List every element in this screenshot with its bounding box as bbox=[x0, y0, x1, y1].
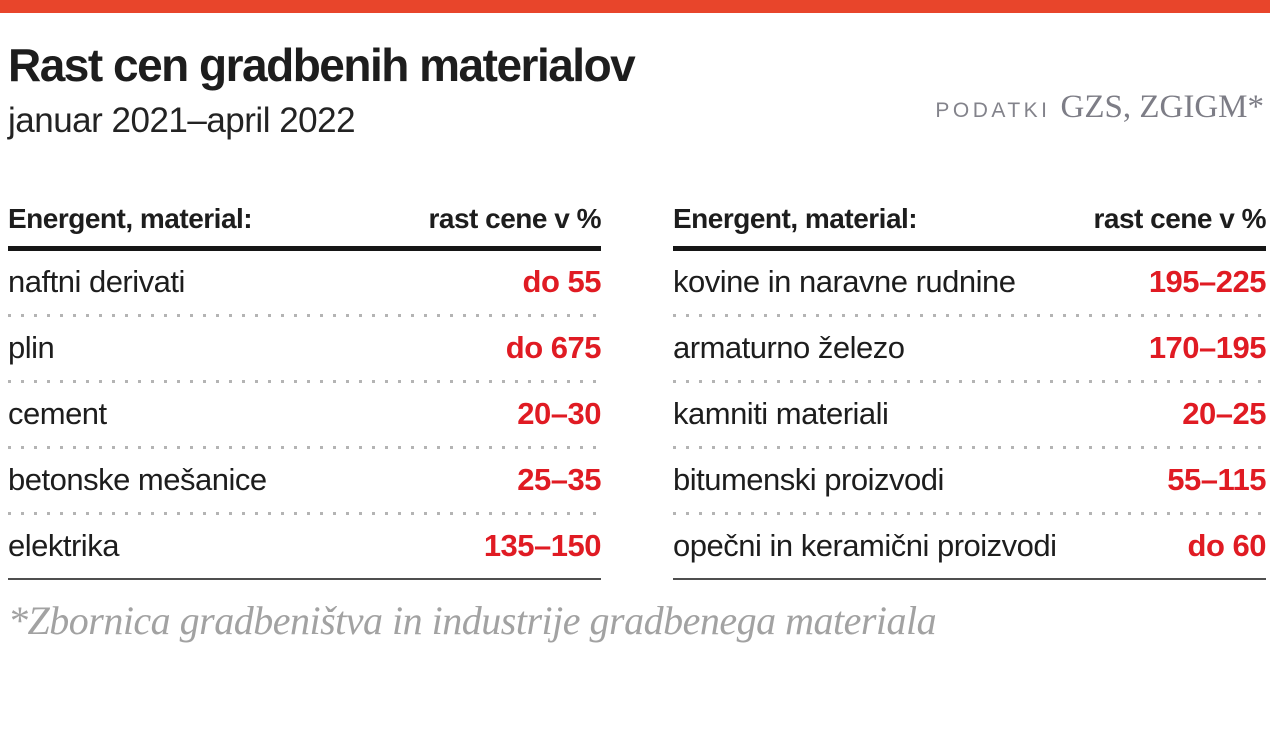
table-row: plin do 675 bbox=[8, 317, 602, 380]
price-growth-value: do 60 bbox=[1187, 528, 1267, 564]
dotted-divider bbox=[8, 379, 601, 383]
column-header-value: rast cene v % bbox=[1093, 202, 1267, 234]
dotted-divider bbox=[8, 511, 601, 515]
material-label: bitumenski proizvodi bbox=[673, 462, 944, 498]
table-row: armaturno železo 170–195 bbox=[673, 317, 1267, 380]
dotted-divider bbox=[673, 511, 1266, 515]
table-header: Energent, material: rast cene v % bbox=[8, 197, 601, 251]
table-header: Energent, material: rast cene v % bbox=[673, 197, 1266, 251]
material-label: elektrika bbox=[8, 528, 119, 564]
dotted-divider bbox=[673, 445, 1266, 449]
price-growth-value: 20–30 bbox=[517, 396, 601, 432]
table-row: naftni derivati do 55 bbox=[8, 251, 602, 314]
material-label: kovine in naravne rudnine bbox=[673, 264, 1016, 300]
accent-bar bbox=[0, 0, 1270, 13]
price-growth-value: 20–25 bbox=[1182, 396, 1266, 432]
price-table-right: Energent, material: rast cene v % kovine… bbox=[673, 197, 1267, 580]
price-growth-value: do 675 bbox=[505, 330, 602, 366]
column-header-material: Energent, material: bbox=[673, 202, 918, 234]
table-row: elektrika 135–150 bbox=[8, 515, 602, 578]
material-label: plin bbox=[8, 330, 55, 366]
price-growth-value: 55–115 bbox=[1167, 462, 1266, 498]
column-header-material: Energent, material: bbox=[8, 202, 253, 234]
subtitle: januar 2021–april 2022 bbox=[8, 100, 356, 140]
price-growth-value: 170–195 bbox=[1148, 330, 1267, 366]
price-table-left: Energent, material: rast cene v % naftni… bbox=[8, 197, 602, 580]
table-row: bitumenski proizvodi 55–115 bbox=[673, 449, 1266, 512]
price-growth-value: 195–225 bbox=[1148, 264, 1267, 300]
table-row: cement 20–30 bbox=[8, 383, 601, 446]
price-growth-value: 135–150 bbox=[483, 528, 602, 564]
dotted-divider bbox=[673, 379, 1266, 383]
material-label: cement bbox=[8, 396, 107, 432]
tables-container: Energent, material: rast cene v % naftni… bbox=[8, 197, 1267, 580]
material-label: betonske mešanice bbox=[8, 462, 267, 498]
material-label: armaturno železo bbox=[673, 330, 905, 366]
material-label: opečni in keramični proizvodi bbox=[673, 528, 1057, 564]
price-growth-value: do 55 bbox=[522, 264, 602, 300]
material-label: naftni derivati bbox=[8, 264, 185, 300]
footnote: *Zbornica gradbeništva in industrije gra… bbox=[8, 597, 937, 643]
column-header-value: rast cene v % bbox=[428, 202, 602, 234]
price-growth-value: 25–35 bbox=[517, 462, 601, 498]
header: Rast cen gradbenih materialov januar 202… bbox=[0, 39, 1270, 141]
material-label: kamniti materiali bbox=[673, 396, 889, 432]
page-title: Rast cen gradbenih materialov bbox=[8, 39, 636, 91]
source-value: GZS, ZGIGM* bbox=[1060, 89, 1265, 125]
dotted-divider bbox=[8, 313, 601, 317]
table-row: kamniti materiali 20–25 bbox=[673, 383, 1266, 446]
table-row: kovine in naravne rudnine 195–225 bbox=[673, 251, 1267, 314]
source-label: podatki bbox=[935, 99, 1051, 122]
table-row: betonske mešanice 25–35 bbox=[8, 449, 601, 512]
source-credit: podatki GZS, ZGIGM* bbox=[935, 89, 1264, 126]
dotted-divider bbox=[673, 313, 1266, 317]
table-row: opečni in keramični proizvodi do 60 bbox=[673, 515, 1267, 578]
dotted-divider bbox=[8, 445, 601, 449]
